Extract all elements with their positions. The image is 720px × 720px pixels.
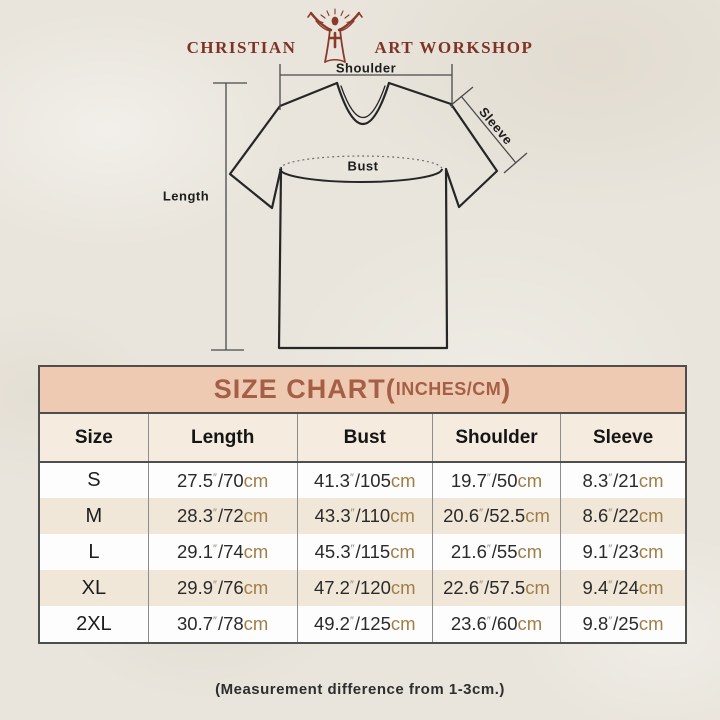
- measurement-cell: 30.7″/78cm: [147, 606, 298, 642]
- table-row: L 29.1″/74cm 45.3″/115cm 21.6″/55cm 9.1″/23c…: [40, 534, 685, 570]
- column-header: Shoulder: [431, 414, 561, 463]
- column-header: Sleeve: [560, 414, 685, 463]
- table-row: 2XL 30.7″/78cm 49.2″/125cm 23.6″/60cm 9.8″/2…: [40, 606, 685, 642]
- size-table-body: S 27.5″/70cm 41.3″/105cm 19.7″/50cm 8.3″/21c…: [40, 462, 685, 642]
- shoulder-measure-label: Shoulder: [335, 60, 397, 76]
- length-measure-label: Length: [162, 188, 210, 204]
- measurement-cell: 47.2″/120cm: [296, 570, 433, 606]
- measurement-cell: 9.1″/23cm: [560, 534, 685, 570]
- measurement-cell: 22.6″/57.5cm: [431, 570, 561, 606]
- size-cell: L: [40, 534, 149, 570]
- measurement-cell: 23.6″/60cm: [431, 606, 561, 642]
- jesus-open-arms-icon: [307, 8, 364, 63]
- size-cell: 2XL: [40, 606, 149, 642]
- column-header: Length: [147, 414, 298, 463]
- column-header: Bust: [296, 414, 433, 463]
- measurement-cell: 8.6″/22cm: [560, 498, 685, 534]
- size-chart-title-close: ): [501, 374, 512, 404]
- size-chart-title-units: INCHES/CM: [395, 379, 502, 399]
- size-chart-title: SIZE CHART( INCHES/CM ): [40, 367, 685, 414]
- bust-measure-label: Bust: [343, 158, 383, 174]
- measurement-cell: 27.5″/70cm: [147, 462, 298, 498]
- size-chart: SIZE CHART( INCHES/CM ) Size Length Bust Sh…: [38, 365, 687, 644]
- brand-name-left: CHRISTIAN: [186, 38, 297, 57]
- table-row: S 27.5″/70cm 41.3″/105cm 19.7″/50cm 8.3″/21c…: [40, 462, 685, 498]
- measurement-cell: 9.4″/24cm: [560, 570, 685, 606]
- table-row: M 28.3″/72cm 43.3″/110cm 20.6″/52.5cm 8.6″/2…: [40, 498, 685, 534]
- measurement-cell: 9.8″/25cm: [560, 606, 685, 642]
- measurement-cell: 21.6″/55cm: [431, 534, 561, 570]
- table-row: XL 29.9″/76cm 47.2″/120cm 22.6″/57.5cm 9.4″/…: [40, 570, 685, 606]
- measurement-cell: 43.3″/110cm: [296, 498, 433, 534]
- size-cell: S: [40, 462, 149, 498]
- measurement-note: (Measurement difference from 1-3cm.): [215, 681, 505, 698]
- tshirt-diagram: [211, 64, 528, 351]
- measurement-cell: 19.7″/50cm: [431, 462, 561, 498]
- size-cell: XL: [40, 570, 149, 606]
- measurement-cell: 41.3″/105cm: [296, 462, 433, 498]
- measurement-cell: 20.6″/52.5cm: [431, 498, 561, 534]
- measurement-cell: 8.3″/21cm: [560, 462, 685, 498]
- size-cell: M: [40, 498, 149, 534]
- column-header: Size: [40, 414, 149, 463]
- table-header-row: Size Length Bust Shoulder Sleeve: [40, 414, 685, 463]
- size-chart-table: Size Length Bust Shoulder Sleeve S 27.5″/70cm…: [40, 414, 685, 642]
- measurement-cell: 28.3″/72cm: [147, 498, 298, 534]
- measurement-cell: 49.2″/125cm: [296, 606, 433, 642]
- brand-name-right: ART WORKSHOP: [374, 38, 534, 57]
- measurement-cell: 29.9″/76cm: [147, 570, 298, 606]
- brand-header: CHRISTIAN ART WORKSHOP: [0, 8, 720, 64]
- size-chart-title-main: SIZE CHART(: [213, 374, 396, 404]
- measurement-cell: 29.1″/74cm: [147, 534, 298, 570]
- measurement-cell: 45.3″/115cm: [296, 534, 433, 570]
